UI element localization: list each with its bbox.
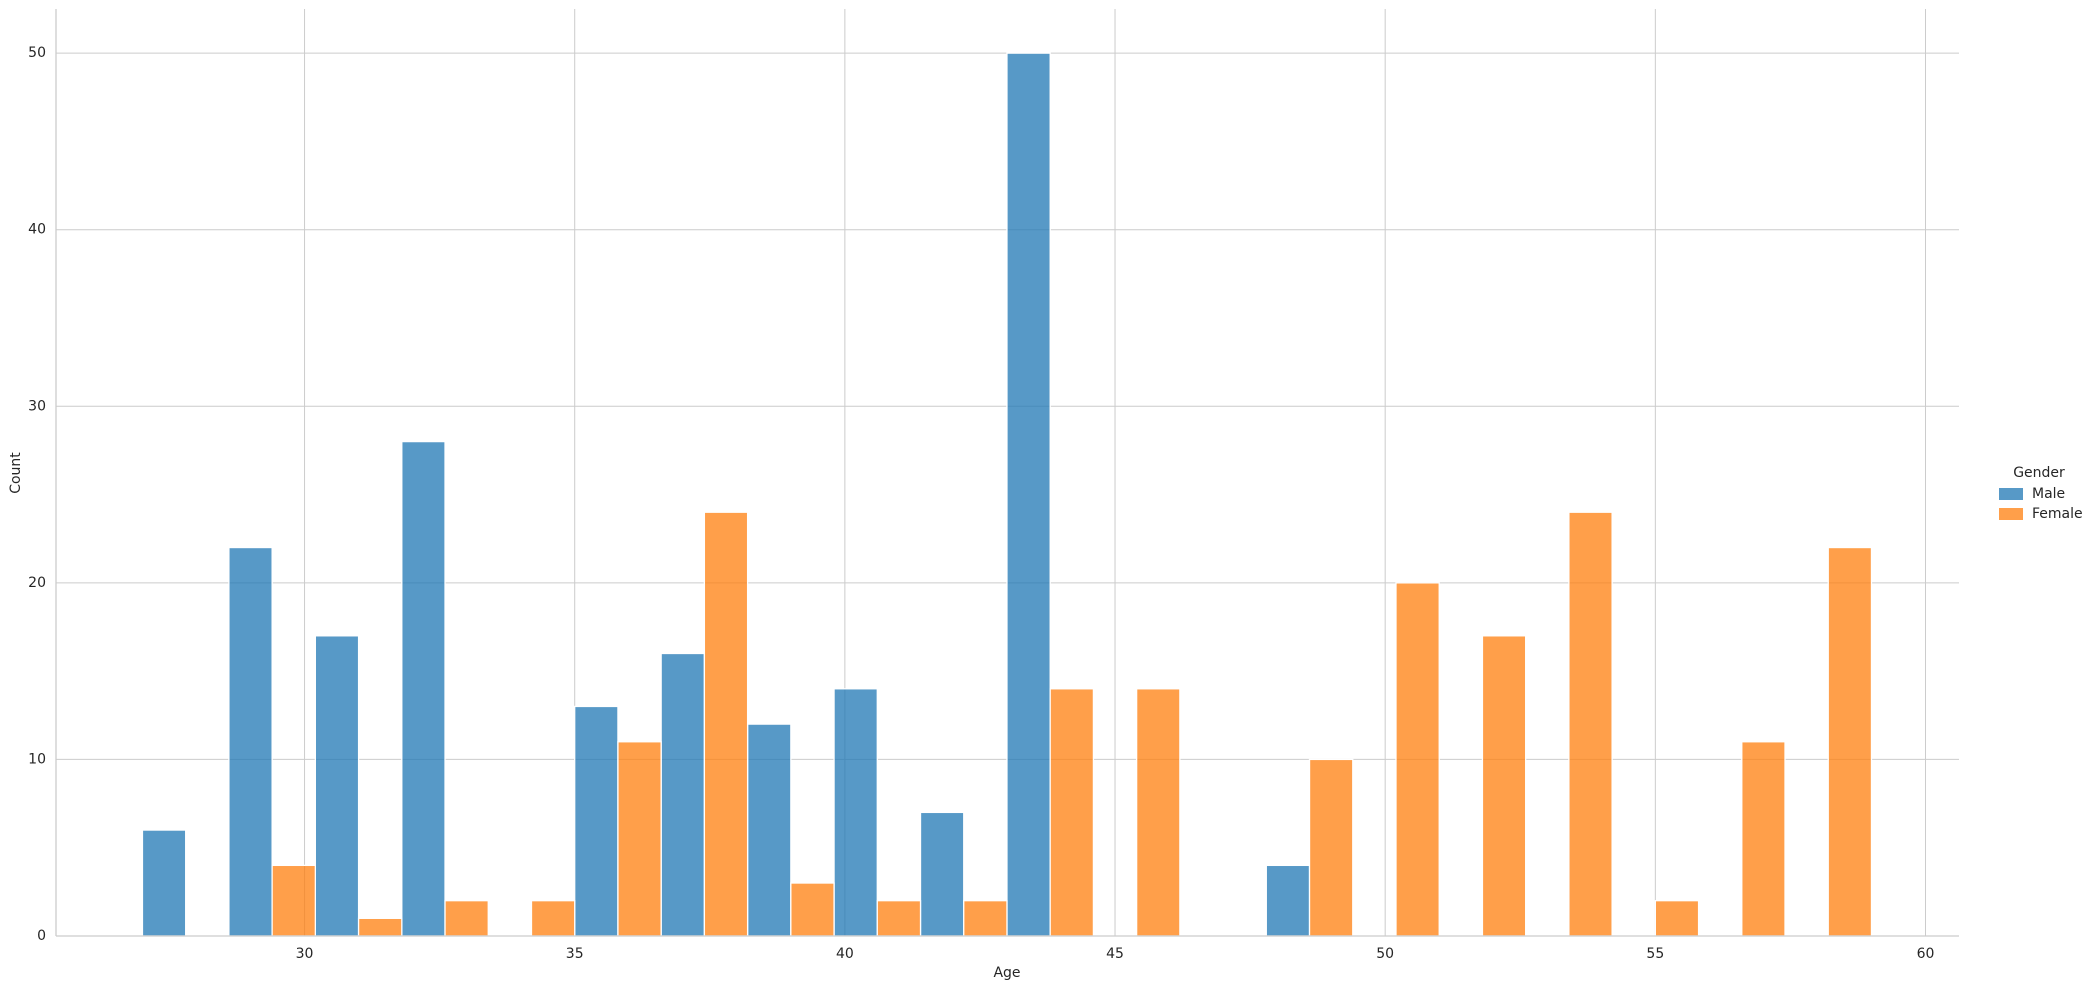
bar <box>357 917 403 937</box>
legend-title: Gender <box>2013 465 2065 481</box>
bar <box>703 511 749 937</box>
x-tick-label: 35 <box>566 946 584 962</box>
bar <box>1568 511 1613 937</box>
bar <box>141 829 187 937</box>
bar <box>228 546 273 937</box>
bar <box>1308 758 1354 937</box>
bar <box>1049 688 1095 937</box>
x-tick-label: 45 <box>1106 946 1124 962</box>
bar <box>530 900 576 937</box>
bar <box>746 723 792 937</box>
bar <box>1827 546 1873 937</box>
y-tick-label: 30 <box>28 398 46 414</box>
legend-swatch <box>1999 508 2023 520</box>
y-tick-label: 20 <box>28 575 46 591</box>
bar <box>271 864 317 937</box>
y-tick-label: 50 <box>28 45 46 61</box>
legend-label: Female <box>2032 506 2083 522</box>
bar <box>963 900 1008 937</box>
bar <box>1395 582 1440 937</box>
bar <box>1135 688 1181 937</box>
bar <box>1265 864 1311 937</box>
bar <box>833 688 878 937</box>
bar <box>919 811 965 937</box>
x-tick-label: 30 <box>296 946 314 962</box>
x-tick-label: 55 <box>1646 946 1664 962</box>
y-tick-label: 40 <box>28 222 46 238</box>
bar <box>574 705 619 937</box>
bar <box>401 440 446 937</box>
bar <box>444 900 489 937</box>
bar <box>1481 635 1527 937</box>
legend-swatch <box>1999 488 2023 500</box>
bar <box>876 900 922 937</box>
x-tick-label: 40 <box>836 946 854 962</box>
bar <box>617 741 662 937</box>
bar <box>660 652 706 937</box>
bar <box>1741 741 1786 937</box>
x-axis-label: Age <box>993 965 1020 981</box>
bar <box>314 635 360 937</box>
x-tick-label: 50 <box>1376 946 1394 962</box>
bar <box>1006 52 1051 937</box>
x-tick-label: 60 <box>1917 946 1935 962</box>
bar <box>1654 900 1700 937</box>
y-tick-label: 0 <box>37 928 46 944</box>
bar <box>790 882 835 937</box>
y-tick-label: 10 <box>28 751 46 767</box>
y-axis-label: Count <box>8 452 24 494</box>
legend-label: Male <box>2032 486 2065 502</box>
